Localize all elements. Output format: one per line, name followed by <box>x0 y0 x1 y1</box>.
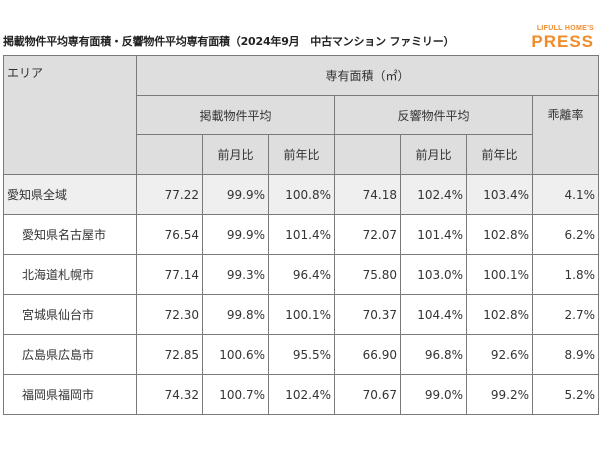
listed-yoy-cell: 102.4% <box>268 374 335 415</box>
listed-average-cell: 72.85 <box>136 334 203 375</box>
brand-logo-press-text: PRESS <box>531 32 594 51</box>
area-column-header: エリア <box>3 55 137 175</box>
response-yoy-cell: 99.2% <box>466 374 533 415</box>
area-cell: 宮城県仙台市 <box>3 294 137 335</box>
area-cell: 愛知県全域 <box>3 174 137 215</box>
listed-average-cell: 72.30 <box>136 294 203 335</box>
response-mom-header: 前月比 <box>400 134 467 175</box>
page-title: 掲載物件平均専有面積・反響物件平均専有面積（2024年9月 中古マンション ファ… <box>3 35 455 48</box>
listed-average-header: 掲載物件平均 <box>136 95 335 135</box>
floor-area-table: エリア 専有面積（㎡） 掲載物件平均 反響物件平均 乖離率 前月比 前年比 前月… <box>3 55 600 415</box>
response-average-value-header <box>334 134 401 175</box>
response-average-cell: 66.90 <box>334 334 401 375</box>
header-row-1: エリア 専有面積（㎡） <box>3 55 600 175</box>
divergence-cell: 5.2% <box>531 374 600 415</box>
brand-logo: LIFULL HOME'S PRESS <box>531 25 594 50</box>
area-cell: 北海道札幌市 <box>3 254 137 295</box>
response-yoy-header: 前年比 <box>466 134 533 175</box>
listed-average-value-header <box>136 134 203 175</box>
divergence-cell: 1.8% <box>531 254 600 295</box>
area-cell: 愛知県名古屋市 <box>3 214 137 255</box>
response-mom-cell: 96.8% <box>400 334 467 375</box>
area-cell: 広島県広島市 <box>3 334 137 375</box>
listed-mom-cell: 99.8% <box>202 294 269 335</box>
header-row-3: 前月比 前年比 前月比 前年比 <box>4 134 599 175</box>
listed-mom-cell: 99.9% <box>202 174 269 215</box>
listed-yoy-cell: 95.5% <box>268 334 335 375</box>
divergence-cell: 2.7% <box>531 294 600 335</box>
divergence-rate-header: 乖離率 <box>531 95 600 175</box>
response-mom-cell: 99.0% <box>400 374 467 415</box>
listed-average-cell: 77.22 <box>136 174 203 215</box>
floor-area-group-header: 専有面積（㎡） <box>135 55 600 96</box>
response-mom-cell: 103.0% <box>400 254 467 295</box>
listed-yoy-cell: 101.4% <box>268 214 335 255</box>
listed-average-cell: 76.54 <box>136 214 203 255</box>
table-row: 北海道札幌市 77.14 99.3% 96.4% 75.80 103.0% 10… <box>3 254 600 295</box>
brand-logo-top-text: LIFULL HOME'S <box>536 25 594 32</box>
response-yoy-cell: 102.8% <box>466 214 533 255</box>
response-yoy-cell: 100.1% <box>466 254 533 295</box>
listed-yoy-cell: 100.1% <box>268 294 335 335</box>
listed-mom-header: 前月比 <box>202 134 269 175</box>
table-row: 広島県広島市 72.85 100.6% 95.5% 66.90 96.8% 92… <box>3 334 600 375</box>
response-yoy-cell: 102.8% <box>466 294 533 335</box>
divergence-cell: 8.9% <box>531 334 600 375</box>
table-row: 宮城県仙台市 72.30 99.8% 100.1% 70.37 104.4% 1… <box>3 294 600 335</box>
response-average-cell: 74.18 <box>334 174 401 215</box>
response-mom-cell: 104.4% <box>400 294 467 335</box>
listed-mom-cell: 100.7% <box>202 374 269 415</box>
response-average-header: 反響物件平均 <box>334 95 533 135</box>
header-row-2: 掲載物件平均 反響物件平均 乖離率 <box>4 95 600 175</box>
listed-mom-cell: 99.3% <box>202 254 269 295</box>
table-row: 福岡県福岡市 74.32 100.7% 102.4% 70.67 99.0% 9… <box>3 374 600 415</box>
response-yoy-cell: 92.6% <box>466 334 533 375</box>
response-average-cell: 75.80 <box>334 254 401 295</box>
response-average-cell: 70.37 <box>334 294 401 335</box>
listed-mom-cell: 99.9% <box>202 214 269 255</box>
listed-yoy-cell: 96.4% <box>268 254 335 295</box>
listed-yoy-header: 前年比 <box>268 134 335 175</box>
response-mom-cell: 102.4% <box>400 174 467 215</box>
listed-average-cell: 77.14 <box>136 254 203 295</box>
area-cell: 福岡県福岡市 <box>3 374 137 415</box>
response-mom-cell: 101.4% <box>400 214 467 255</box>
listed-mom-cell: 100.6% <box>202 334 269 375</box>
listed-average-cell: 74.32 <box>136 374 203 415</box>
response-yoy-cell: 103.4% <box>466 174 533 215</box>
divergence-cell: 4.1% <box>531 174 600 215</box>
listed-yoy-cell: 100.8% <box>268 174 335 215</box>
response-average-cell: 72.07 <box>334 214 401 255</box>
table-row: 愛知県全域 77.22 99.9% 100.8% 74.18 102.4% 10… <box>3 174 600 215</box>
table-row: 愛知県名古屋市 76.54 99.9% 101.4% 72.07 101.4% … <box>3 214 600 255</box>
response-average-cell: 70.67 <box>334 374 401 415</box>
divergence-cell: 6.2% <box>531 214 600 255</box>
